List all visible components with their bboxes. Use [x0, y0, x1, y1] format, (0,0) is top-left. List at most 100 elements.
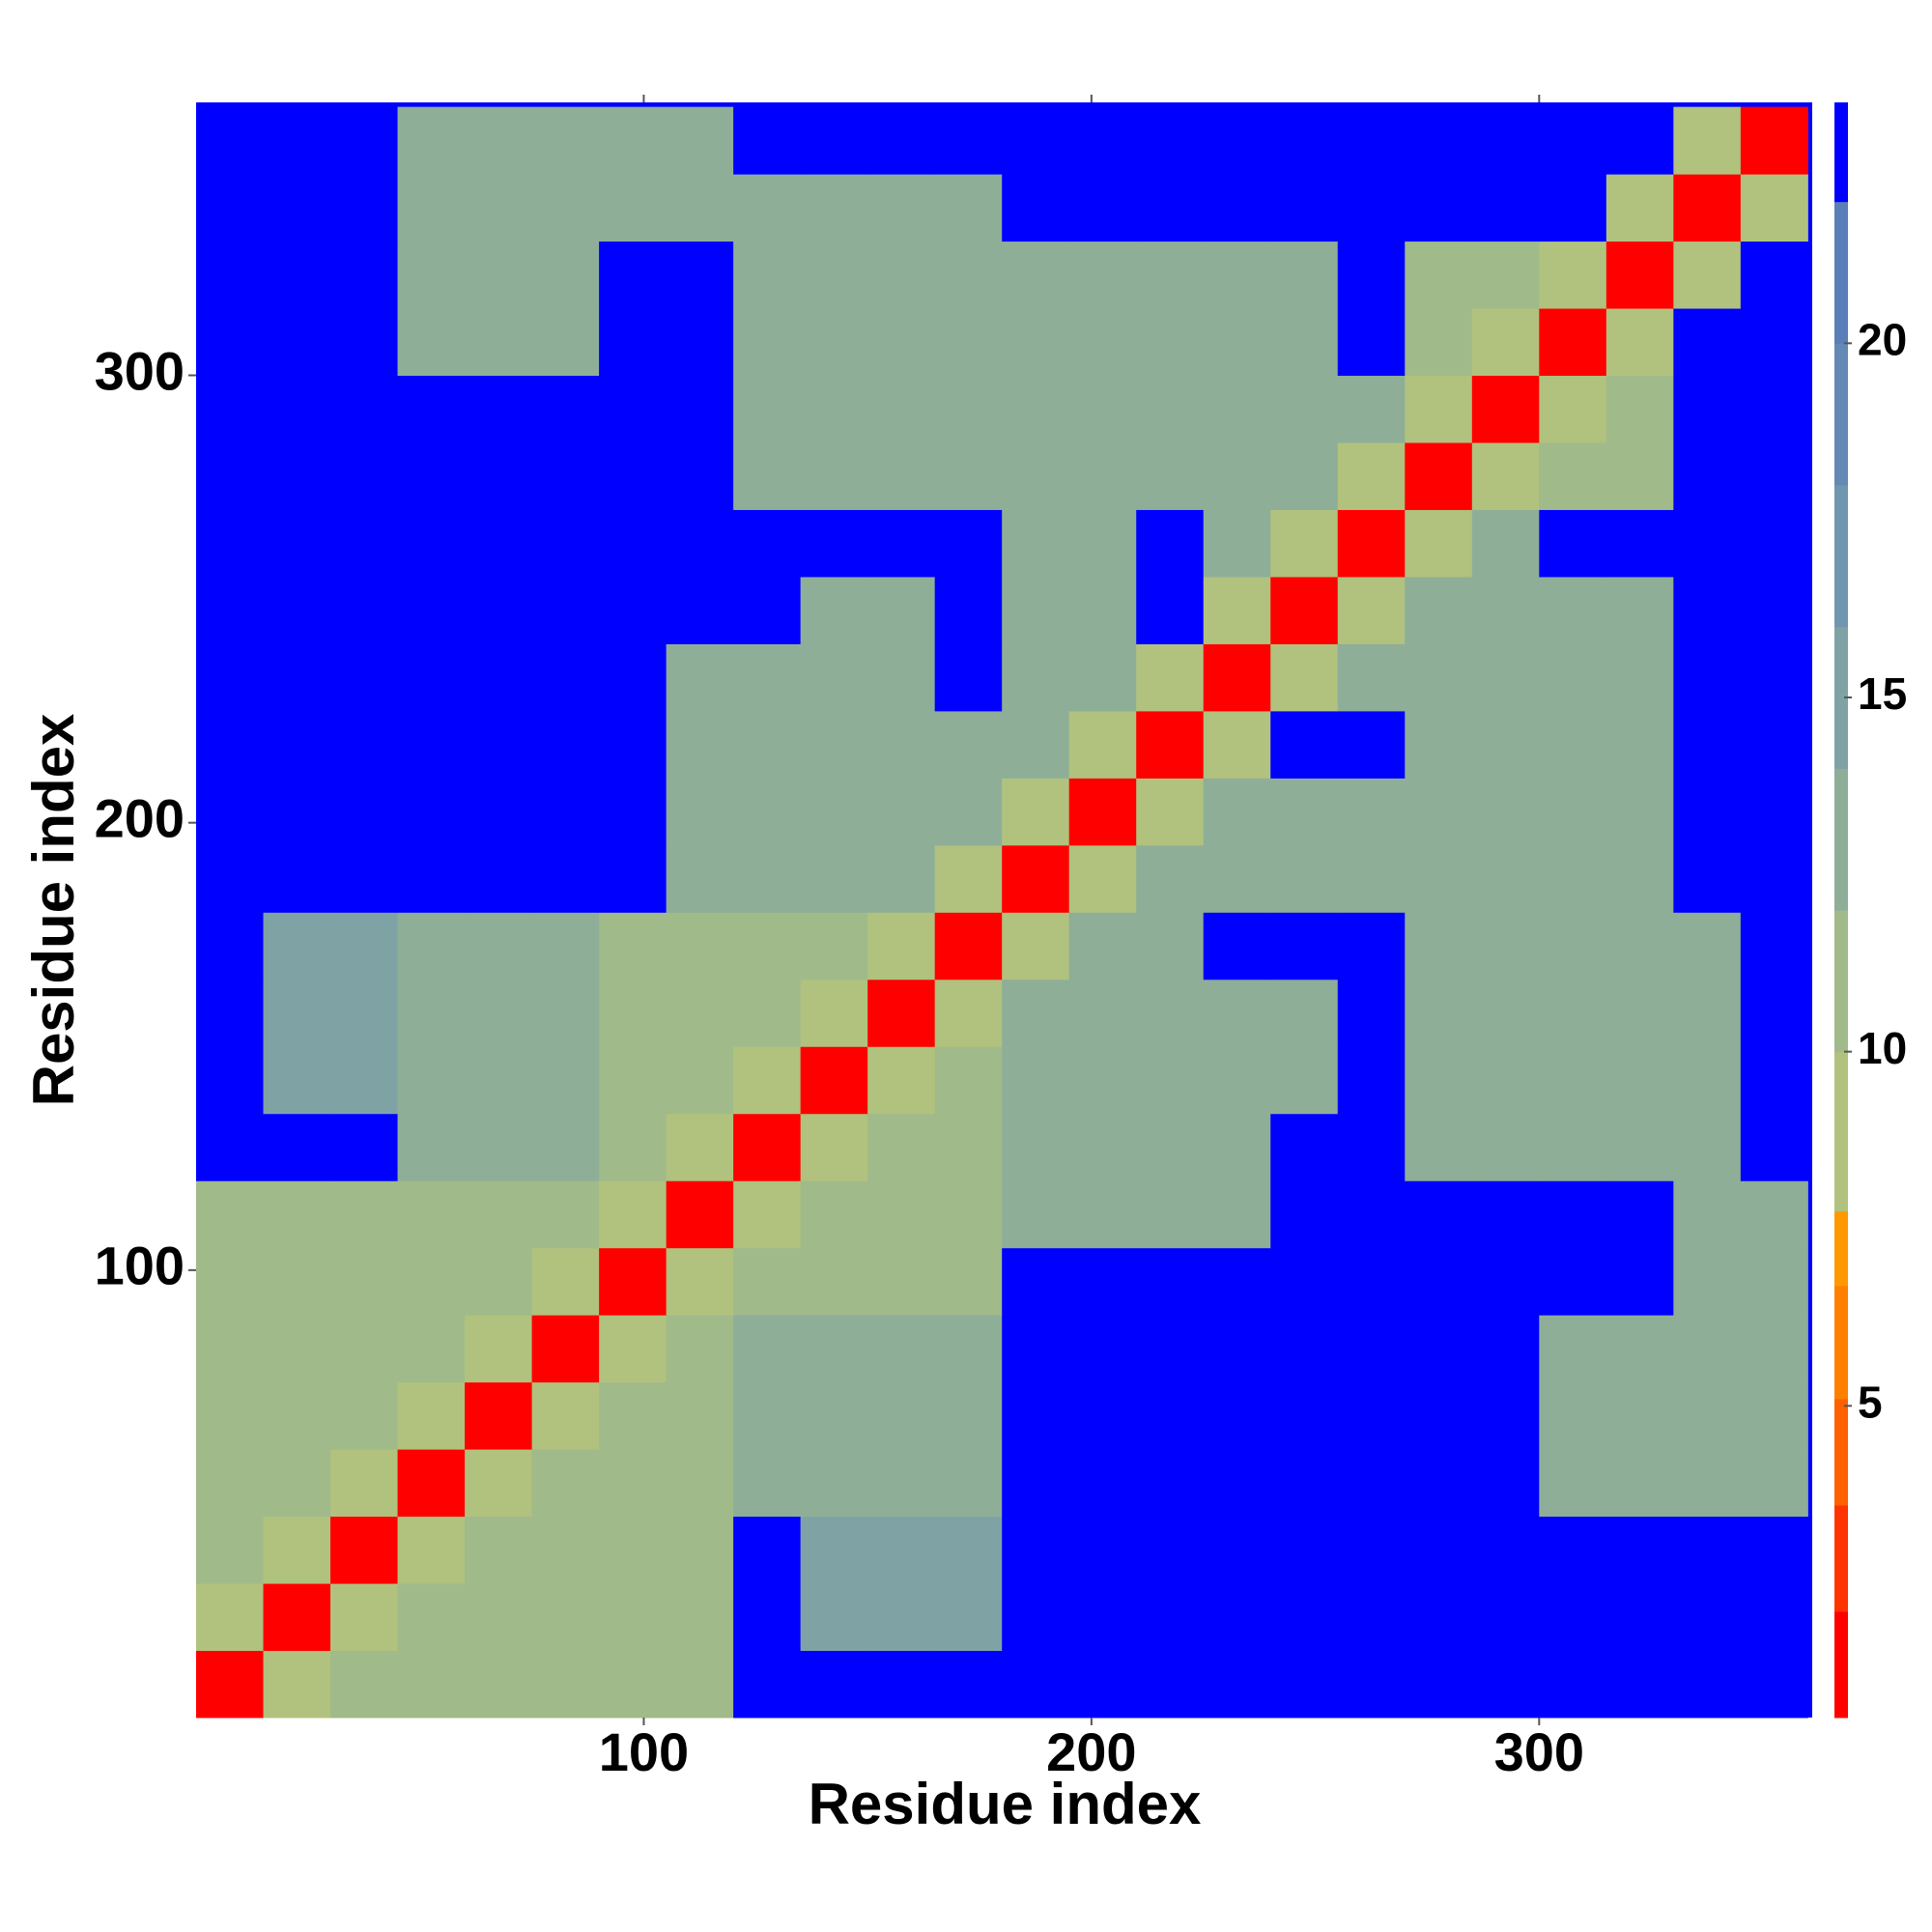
heatmap-cell: [934, 308, 1003, 377]
heatmap-cell: [1270, 174, 1339, 242]
heatmap-cell: [465, 1247, 533, 1316]
heatmap-cell: [867, 174, 936, 242]
heatmap-cell: [196, 576, 265, 644]
heatmap-cell: [1740, 912, 1808, 980]
heatmap-cell: [1673, 1247, 1742, 1316]
heatmap-cell: [1740, 1247, 1808, 1316]
heatmap-cell: [1405, 1315, 1473, 1383]
heatmap-cell: [867, 710, 936, 779]
heatmap-cell: [666, 1180, 734, 1249]
heatmap-cell: [1740, 442, 1808, 510]
heatmap-cell: [599, 778, 668, 846]
heatmap-cell: [196, 1650, 265, 1719]
heatmap-cell: [531, 509, 600, 578]
heatmap-cell: [196, 106, 265, 175]
heatmap-cell: [934, 844, 1003, 913]
heatmap-cell: [1136, 576, 1205, 644]
heatmap-cell: [397, 710, 466, 779]
heatmap-cell: [397, 241, 466, 309]
heatmap-cell: [666, 1583, 734, 1652]
heatmap-cell: [465, 778, 533, 846]
heatmap-cell: [1203, 1583, 1271, 1652]
heatmap-cell: [733, 1381, 802, 1450]
heatmap-cell: [330, 710, 399, 779]
heatmap-cell: [1068, 1449, 1137, 1518]
heatmap-cell: [1471, 576, 1540, 644]
heatmap-cell: [397, 1315, 466, 1383]
heatmap-cell: [1673, 174, 1742, 242]
heatmap-cell: [1068, 509, 1137, 578]
heatmap-cell: [1673, 106, 1742, 175]
colorbar-band: [1834, 485, 1848, 628]
heatmap-cell: [465, 1046, 533, 1115]
heatmap-cell: [867, 375, 936, 443]
heatmap-cell: [1740, 844, 1808, 913]
heatmap-cell: [934, 1583, 1003, 1652]
heatmap-cell: [263, 1516, 331, 1584]
heatmap-cell: [1270, 442, 1339, 510]
heatmap-cell: [599, 1180, 668, 1249]
heatmap-cell: [1539, 241, 1607, 309]
heatmap-cell: [1068, 308, 1137, 377]
heatmap-cell: [465, 106, 533, 175]
heatmap-cell: [1605, 576, 1674, 644]
heatmap-cell: [263, 844, 331, 913]
x-tick-label: 200: [1046, 1721, 1136, 1782]
x-axis-title: Residue index: [809, 1772, 1202, 1836]
heatmap-cell: [397, 576, 466, 644]
heatmap-cell: [465, 375, 533, 443]
heatmap-cell: [1068, 1247, 1137, 1316]
heatmap-cell: [1471, 844, 1540, 913]
heatmap-cell: [1405, 1046, 1473, 1115]
heatmap-cell: [1068, 1046, 1137, 1115]
heatmap-cell: [666, 844, 734, 913]
heatmap-cell: [531, 643, 600, 712]
heatmap-cell: [1068, 912, 1137, 980]
heatmap-cell: [1270, 241, 1339, 309]
heatmap-cell: [1002, 576, 1070, 644]
heatmap-cell: [1136, 844, 1205, 913]
heatmap-cell: [1337, 1046, 1406, 1115]
heatmap-cell: [1405, 106, 1473, 175]
heatmap-cell: [599, 1315, 668, 1383]
heatmap-cell: [599, 375, 668, 443]
colorbar-band: [1834, 910, 1848, 1053]
heatmap-cell: [1270, 375, 1339, 443]
heatmap-cell: [1740, 1381, 1808, 1450]
heatmap-cell: [531, 241, 600, 309]
heatmap-cell: [1539, 1247, 1607, 1316]
heatmap-cell: [1270, 1180, 1339, 1249]
heatmap-cell: [1337, 1247, 1406, 1316]
heatmap-cell: [1405, 1449, 1473, 1518]
heatmap-cell: [934, 241, 1003, 309]
heatmap-cell: [733, 509, 802, 578]
heatmap-cell: [1136, 241, 1205, 309]
heatmap-cell: [1270, 710, 1339, 779]
heatmap-cell: [330, 643, 399, 712]
heatmap-cell: [1539, 106, 1607, 175]
heatmap-cell: [1002, 1381, 1070, 1450]
heatmap-cell: [1002, 174, 1070, 242]
colorbar-band: [1834, 1611, 1848, 1719]
heatmap-cell: [196, 710, 265, 779]
heatmap-cell: [531, 106, 600, 175]
heatmap-cell: [1337, 643, 1406, 712]
heatmap-cell: [934, 778, 1003, 846]
heatmap-cell: [263, 576, 331, 644]
heatmap-cell: [934, 1315, 1003, 1383]
heatmap-cell: [330, 778, 399, 846]
heatmap-cell: [330, 979, 399, 1047]
heatmap-cell: [1539, 442, 1607, 510]
heatmap-cell: [531, 912, 600, 980]
y-tick-label: 200: [95, 787, 185, 848]
heatmap-cell: [1002, 1650, 1070, 1719]
heatmap-cell: [800, 1180, 868, 1249]
heatmap-cell: [800, 844, 868, 913]
heatmap-cell: [263, 778, 331, 846]
heatmap-cell: [397, 1449, 466, 1518]
heatmap-cell: [800, 1315, 868, 1383]
heatmap-cell: [263, 174, 331, 242]
heatmap-cell: [330, 308, 399, 377]
heatmap-cell: [867, 912, 936, 980]
heatmap-cell: [1405, 710, 1473, 779]
